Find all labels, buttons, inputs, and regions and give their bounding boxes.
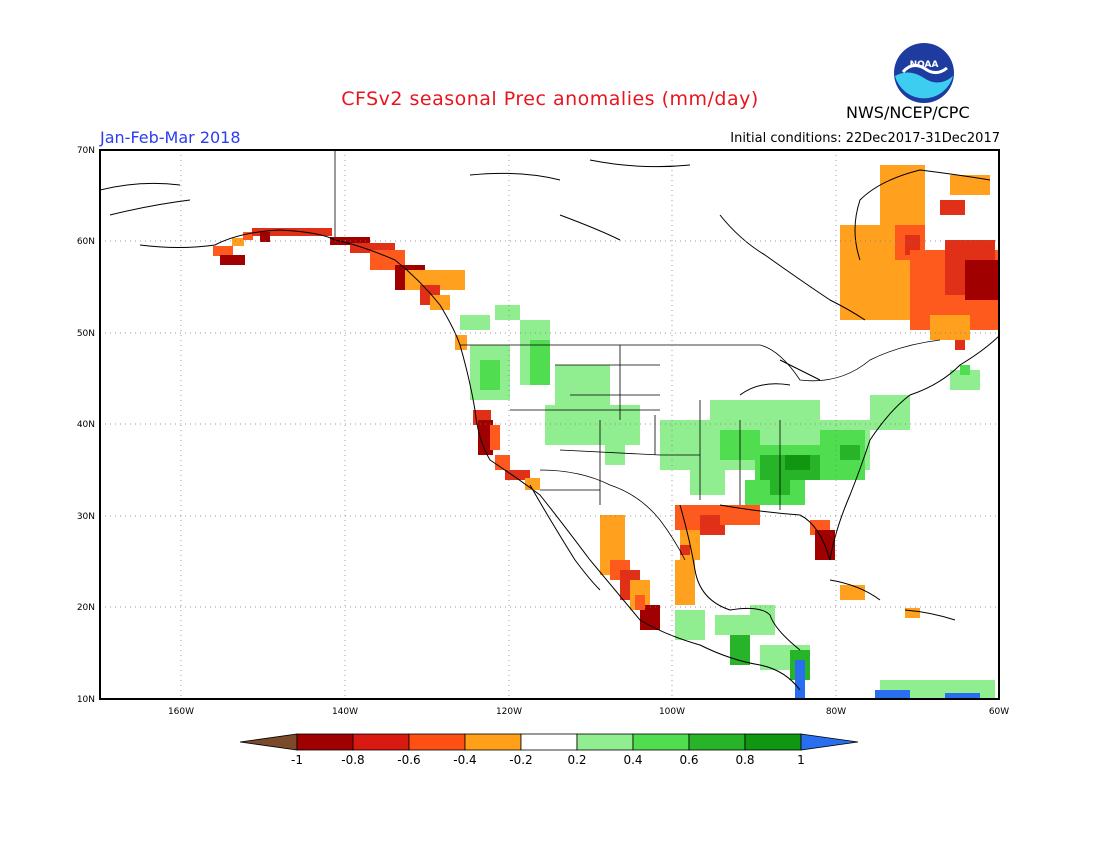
colorbar-label: 0.4 [623,753,642,767]
colorbar-label: -0.2 [509,753,532,767]
logo-text: NOAA [910,60,939,70]
colorbar-label: 0.6 [679,753,698,767]
lon-label: 160W [168,707,194,717]
colorbar-swatch [520,733,578,751]
mexico-pacific-dry-patch [600,515,660,630]
colorbar-label: -0.4 [453,753,476,767]
noaa-logo-icon: NOAA [894,43,954,103]
lon-label: 100W [659,707,685,717]
lat-label: 50N [77,329,95,339]
lon-label: 60W [989,707,1009,717]
colorbar-swatch [800,733,859,751]
colorbar-swatch [408,733,466,751]
map-title: CFSv2 seasonal Prec anomalies (mm/day) [341,88,759,110]
southeast-wet-patch [660,365,980,505]
east-canada-dry-patch [840,165,999,350]
lat-label: 20N [77,603,95,613]
colorbar-labels: -1 -0.8 -0.6 -0.4 -0.2 0.2 0.4 0.6 0.8 1 [291,753,805,767]
northwest-wet-patch [460,305,640,465]
caribbean-dry-patch [840,585,920,618]
lon-label: 140W [332,707,358,717]
lon-label: 120W [496,707,522,717]
lat-label: 70N [77,146,95,156]
colorbar-swatch [576,733,634,751]
central-america-wet-patch [675,605,995,699]
colorbar-label: 0.2 [567,753,586,767]
colorbar-label: -0.8 [341,753,364,767]
colorbar-label: -0.6 [397,753,420,767]
colorbar-swatch [464,733,522,751]
colorbar-swatch [296,733,354,751]
lat-label: 30N [77,512,95,522]
alaska-dry-patch [213,228,465,310]
colorbar-swatch [632,733,690,751]
anomaly-field [100,150,999,699]
colorbar-label: -1 [291,753,303,767]
colorbar-swatch [688,733,746,751]
map-frame [99,149,1000,700]
lon-label: 80W [826,707,846,717]
initial-conditions-label: Initial conditions: 22Dec2017-31Dec2017 [730,131,1000,146]
colorbar-label: 1 [797,753,805,767]
colorbar-swatch [744,733,802,751]
colorbar-label: 0.8 [735,753,754,767]
longitude-labels: 160W 140W 120W 100W 80W 60W [168,707,1009,717]
period-label: Jan-Feb-Mar 2018 [100,128,241,147]
political-borders [334,150,941,561]
agency-label: NWS/NCEP/CPC [846,103,970,122]
colorbar-swatch [352,733,410,751]
lat-label: 40N [77,420,95,430]
latitude-labels: 70N 60N 50N 40N 30N 20N 10N [77,146,95,705]
colorbar-swatch [239,733,298,751]
colorbar [239,733,859,751]
coastline-outline [100,159,999,691]
lat-label: 10N [77,695,95,705]
lat-label: 60N [77,237,95,247]
gulf-coast-dry-patch [675,505,835,605]
